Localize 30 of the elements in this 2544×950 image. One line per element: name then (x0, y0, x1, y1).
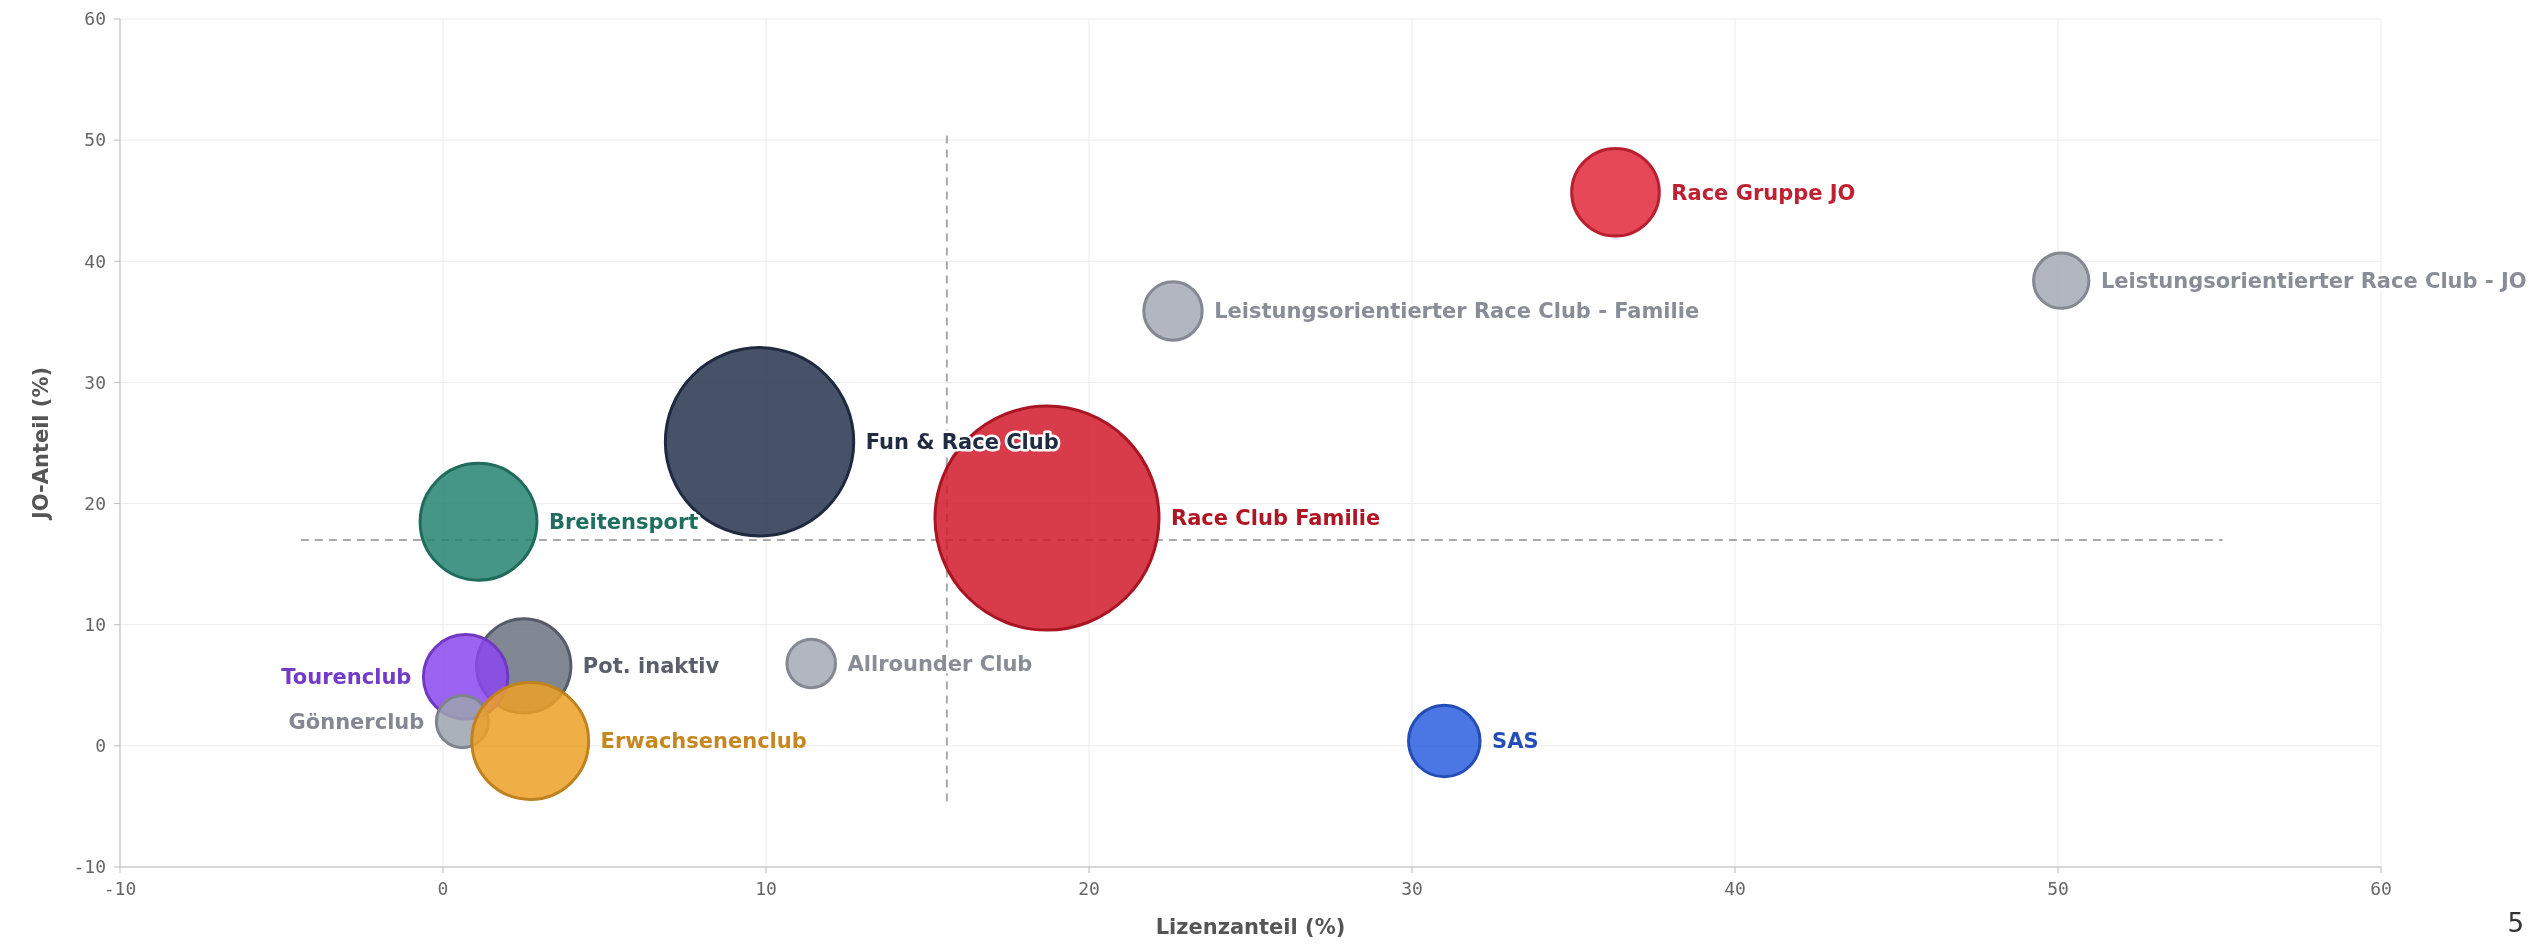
x-tick-label: 40 (1724, 878, 1746, 899)
series-label: Breitensport (548, 510, 699, 535)
series-label: Gönnerclub (288, 709, 425, 734)
y-axis-title: JO-Anteil (%) (29, 366, 53, 522)
x-tick-label: 10 (755, 878, 777, 899)
series-label: Race Gruppe JO (1671, 180, 1856, 205)
y-tick-label: 10 (84, 614, 106, 636)
series-label: Tourenclub (281, 665, 412, 690)
series-label: Race Club Familie (1171, 506, 1381, 531)
y-tick-label: 60 (84, 8, 106, 30)
x-axis-title: Lizenzanteil (%) (1155, 915, 1346, 939)
y-tick-label: 40 (84, 250, 106, 272)
series-label: Pot. inaktiv (582, 654, 720, 679)
x-tick-label: 50 (2047, 878, 2069, 899)
x-tick-label: -10 (103, 878, 137, 899)
y-tick-label: 0 (95, 735, 106, 757)
x-tick-label: 0 (437, 878, 449, 899)
y-tick-label: 20 (84, 492, 106, 514)
x-tick-label: 60 (2370, 878, 2392, 899)
series-label: Allrounder Club (847, 651, 1033, 676)
text: 5 (2507, 908, 2524, 938)
x-tick-label: 30 (1401, 878, 1423, 899)
y-tick-label: 30 (84, 371, 106, 393)
x-tick-label: 20 (1078, 878, 1100, 899)
series-label: Leistungsorientierter Race Club - JO (2100, 269, 2527, 294)
y-tick-label: -10 (73, 856, 106, 878)
series-label: Erwachsenenclub (600, 729, 807, 754)
y-tick-label: 50 (84, 129, 106, 151)
series-label: Leistungsorientierter Race Club - Familie (1214, 299, 1700, 324)
series-label: SAS (1492, 729, 1539, 754)
